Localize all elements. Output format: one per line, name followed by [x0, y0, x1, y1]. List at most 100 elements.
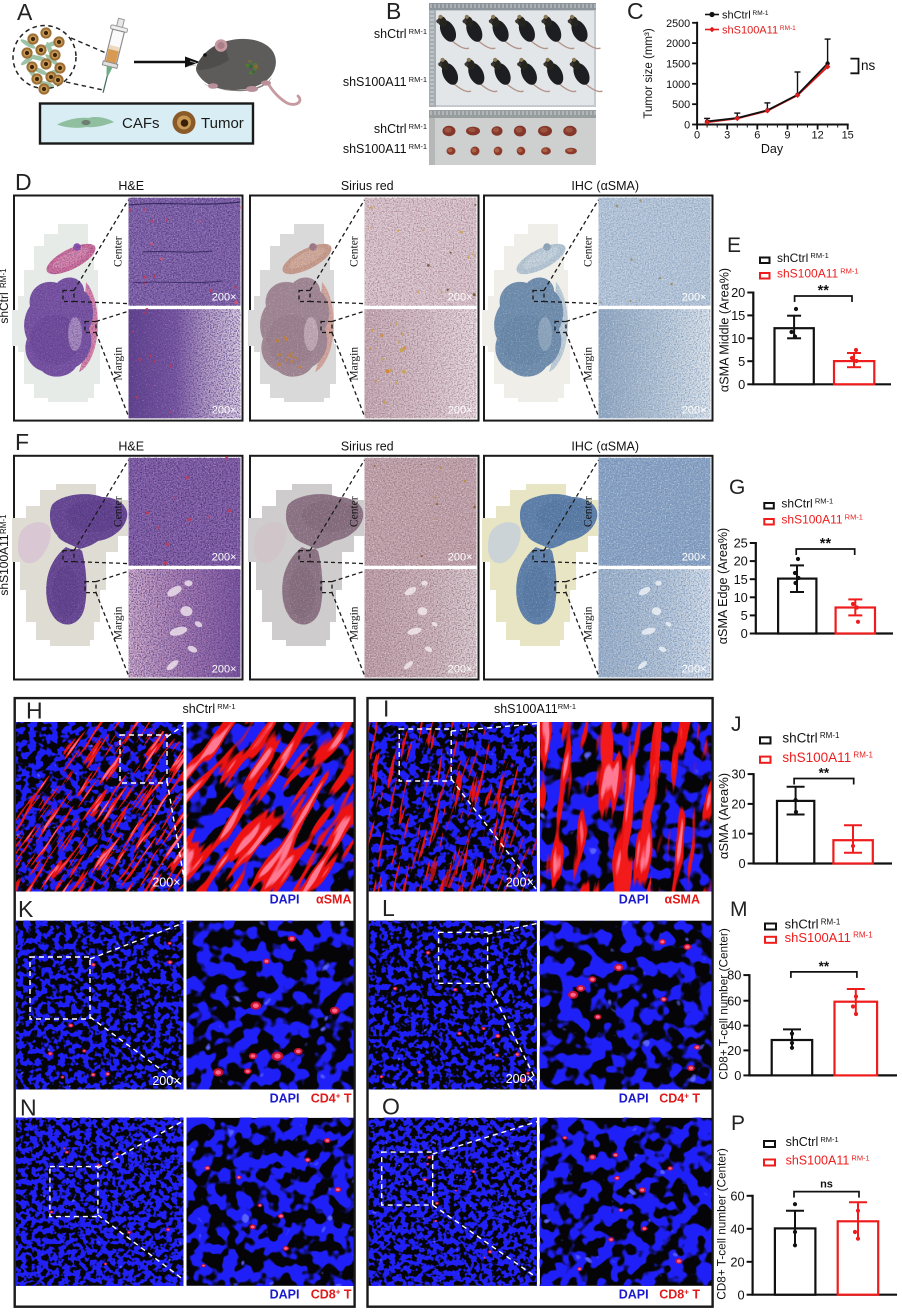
svg-text:O: O [382, 1094, 400, 1120]
svg-text:shS100A11 RM-1: shS100A11 RM-1 [782, 750, 873, 765]
svg-text:C: C [627, 0, 644, 24]
svg-text:1500: 1500 [666, 58, 690, 70]
svg-text:0: 0 [734, 1068, 741, 1083]
svg-text:0: 0 [684, 120, 690, 132]
svg-text:200×: 200× [448, 552, 473, 564]
svg-text:200×: 200× [682, 404, 707, 416]
svg-text:12: 12 [811, 130, 823, 142]
svg-text:20: 20 [731, 285, 745, 300]
svg-text:shCtrl: shCtrl [0, 292, 11, 323]
svg-text:20: 20 [734, 554, 748, 569]
svg-text:40: 40 [727, 1018, 741, 1033]
svg-text:15: 15 [842, 130, 854, 142]
svg-text:F: F [15, 429, 29, 455]
svg-text:DAPI: DAPI [270, 893, 300, 907]
svg-text:CD8+ T-cell number (Center): CD8+ T-cell number (Center) [717, 928, 731, 1080]
svg-text:CD8+ T: CD8+ T [659, 1288, 700, 1302]
svg-text:DAPI: DAPI [619, 1288, 649, 1302]
svg-text:0: 0 [738, 856, 745, 871]
svg-text:5: 5 [738, 354, 745, 369]
svg-text:shCtrl RM-1: shCtrl RM-1 [722, 10, 769, 22]
svg-text:200×: 200× [212, 292, 237, 304]
svg-text:200×: 200× [506, 1072, 534, 1086]
svg-text:Sirius red: Sirius red [341, 179, 394, 193]
svg-text:shS100A11 RM-1: shS100A11 RM-1 [343, 142, 427, 156]
svg-text:5: 5 [741, 608, 748, 623]
svg-text:shCtrl RM-1: shCtrl RM-1 [786, 1135, 839, 1149]
svg-text:0: 0 [741, 626, 748, 641]
svg-text:25: 25 [734, 536, 748, 551]
svg-text:Center: Center [349, 496, 361, 527]
svg-text:DAPI: DAPI [270, 1288, 300, 1302]
svg-text:P: P [731, 1112, 745, 1135]
svg-text:0: 0 [738, 377, 745, 392]
svg-text:Center: Center [583, 236, 595, 267]
svg-text:20: 20 [727, 1043, 741, 1058]
svg-text:3: 3 [724, 130, 730, 142]
svg-text:shCtrl RM-1: shCtrl RM-1 [777, 251, 829, 265]
svg-text:shS100A11 RM-1: shS100A11 RM-1 [781, 513, 863, 527]
svg-text:G: G [729, 476, 745, 499]
svg-text:Margin: Margin [583, 347, 595, 381]
svg-text:αSMA Edge (Area%): αSMA Edge (Area%) [716, 528, 730, 644]
svg-text:Center: Center [583, 496, 595, 527]
svg-text:6: 6 [754, 130, 760, 142]
svg-text:1000: 1000 [666, 79, 690, 91]
svg-text:60: 60 [727, 993, 741, 1008]
svg-text:2000: 2000 [666, 38, 690, 50]
svg-text:Center: Center [113, 496, 125, 527]
svg-text:200×: 200× [682, 663, 707, 675]
svg-text:**: ** [820, 536, 832, 552]
svg-text:H&E: H&E [118, 179, 144, 193]
svg-text:500: 500 [672, 99, 690, 111]
svg-text:shS100A11 RM-1: shS100A11 RM-1 [786, 1154, 870, 1168]
svg-text:Margin: Margin [583, 606, 595, 640]
svg-text:10: 10 [734, 590, 748, 605]
svg-text:shS100A11 RM-1: shS100A11 RM-1 [777, 267, 859, 281]
svg-text:Margin: Margin [113, 606, 125, 640]
svg-text:shS100A11 RM-1: shS100A11 RM-1 [785, 930, 874, 945]
svg-text:IHC (αSMA): IHC (αSMA) [571, 179, 639, 193]
svg-text:10: 10 [731, 826, 745, 841]
svg-text:200×: 200× [212, 663, 237, 675]
svg-text:CD4+ T: CD4+ T [311, 1092, 352, 1106]
svg-text:CD4+ T: CD4+ T [659, 1092, 700, 1106]
svg-text:**: ** [819, 766, 830, 781]
svg-text:200×: 200× [212, 404, 237, 416]
svg-text:Center: Center [113, 236, 125, 267]
svg-text:ns: ns [820, 1179, 833, 1191]
svg-text:CAFs: CAFs [122, 115, 160, 132]
svg-text:Day: Day [761, 142, 784, 156]
svg-text:Tumor size (mm³): Tumor size (mm³) [643, 28, 655, 118]
svg-text:**: ** [818, 283, 830, 299]
svg-text:N: N [20, 1095, 37, 1121]
svg-text:Sirius red: Sirius red [341, 440, 394, 454]
svg-text:shS100A11 RM-1: shS100A11 RM-1 [343, 75, 427, 89]
svg-text:200×: 200× [152, 1074, 180, 1088]
svg-text:DAPI: DAPI [619, 1092, 649, 1106]
svg-text:B: B [386, 0, 401, 24]
svg-text:20: 20 [730, 1254, 744, 1269]
svg-text:RM-1: RM-1 [0, 268, 8, 288]
svg-text:200×: 200× [448, 292, 473, 304]
svg-text:**: ** [819, 959, 830, 974]
svg-text:Margin: Margin [113, 347, 125, 381]
svg-text:D: D [15, 169, 32, 195]
svg-text:Center: Center [349, 236, 361, 267]
svg-text:Tumor: Tumor [201, 115, 244, 132]
svg-text:200×: 200× [506, 876, 534, 890]
svg-text:shCtrl RM-1: shCtrl RM-1 [781, 497, 833, 511]
svg-text:shS100A11RM-1: shS100A11RM-1 [494, 702, 576, 716]
svg-text:A: A [17, 0, 33, 25]
svg-text:DAPI: DAPI [270, 1092, 300, 1106]
svg-text:shCtrl RM-1: shCtrl RM-1 [374, 122, 427, 136]
svg-text:K: K [18, 896, 34, 922]
svg-text:0: 0 [694, 130, 700, 142]
svg-text:2500: 2500 [666, 18, 690, 30]
svg-text:10: 10 [731, 331, 745, 346]
svg-text:αSMA: αSMA [665, 893, 700, 907]
svg-text:shS100A11 RM-1: shS100A11 RM-1 [722, 25, 796, 37]
svg-text:J: J [731, 713, 742, 736]
svg-text:I: I [383, 696, 389, 722]
svg-text:200×: 200× [682, 552, 707, 564]
